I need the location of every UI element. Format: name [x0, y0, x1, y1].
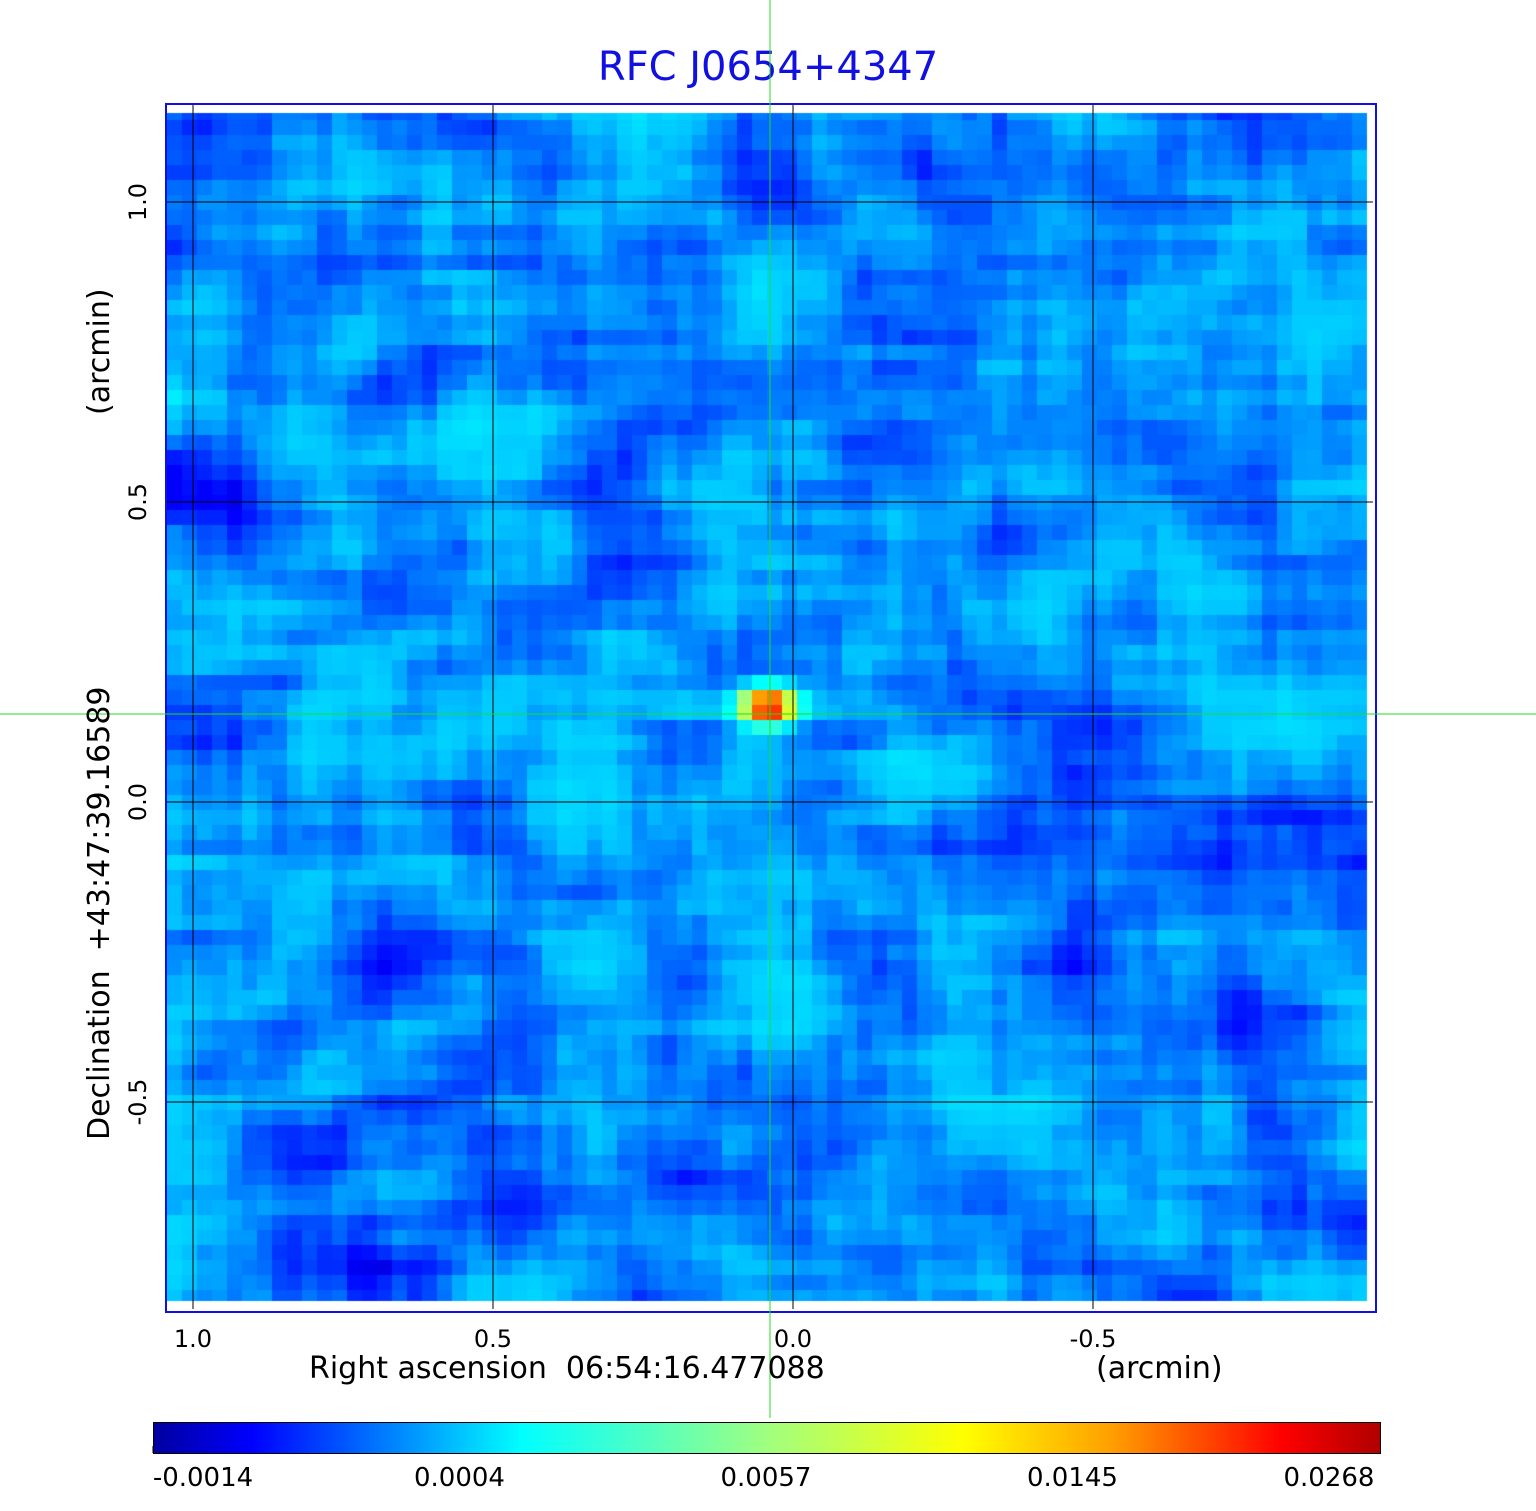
x-axis-unit: (arcmin) [1096, 1351, 1223, 1386]
x-tick-label: 0.5 [473, 1325, 513, 1353]
y-tick-label: -0.5 [124, 1078, 152, 1126]
y-tick-label: 1.0 [124, 182, 152, 222]
y-axis-label: Declination +43:47:39.16589 [82, 686, 117, 1140]
y-tick-label: 0.5 [124, 482, 152, 522]
radio-image-heatmap [167, 105, 1375, 1309]
colorbar-tick-label: -0.0014 [152, 1463, 254, 1493]
colorbar-tick-label: 0.0004 [414, 1463, 505, 1493]
x-tick-label: 0.0 [773, 1325, 813, 1353]
chart-title: RFC J0654+4347 [597, 44, 939, 90]
colorbar-tick-label: 0.0268 [1283, 1463, 1375, 1493]
x-axis-label: Right ascension 06:54:16.477088 [309, 1351, 825, 1386]
colorbar-tick-label: 0.0057 [720, 1463, 812, 1493]
colorbar-tick-label: 0.0145 [1027, 1463, 1118, 1493]
plot-frame [165, 103, 1377, 1313]
colorbar [153, 1422, 1381, 1454]
y-axis-unit: (arcmin) [82, 288, 117, 415]
x-tick-label: 1.0 [173, 1325, 213, 1353]
x-tick-label: -0.5 [1069, 1325, 1117, 1353]
y-tick-label: 0.0 [124, 782, 152, 822]
